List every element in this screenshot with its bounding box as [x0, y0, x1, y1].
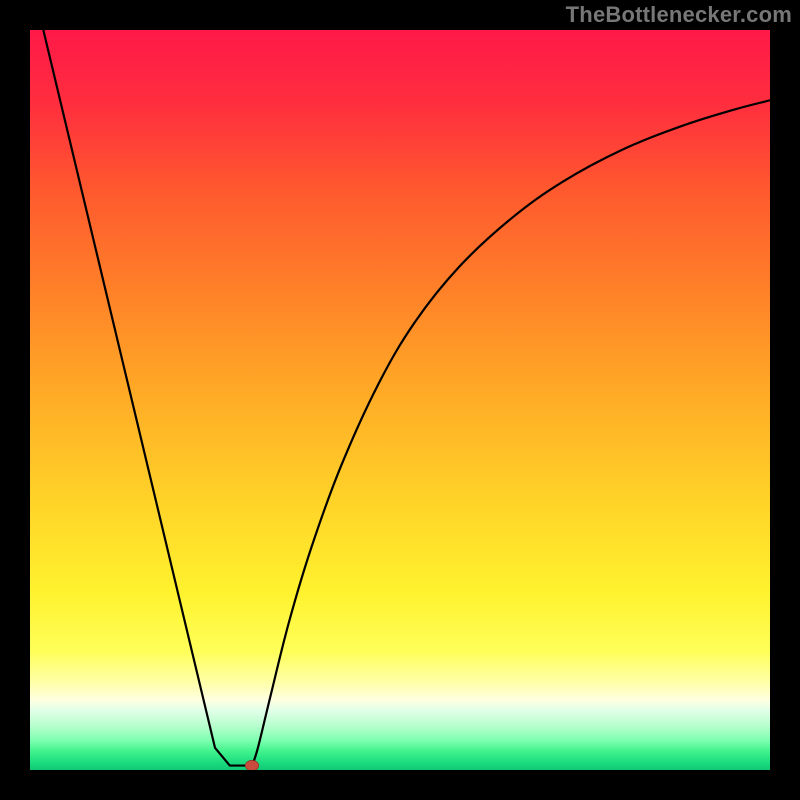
- chart-frame: TheBottlenecker.com: [0, 0, 800, 800]
- optimal-point-marker: [245, 760, 258, 770]
- plot-background: [30, 30, 770, 770]
- bottleneck-chart: [30, 30, 770, 770]
- watermark-text: TheBottlenecker.com: [566, 2, 792, 28]
